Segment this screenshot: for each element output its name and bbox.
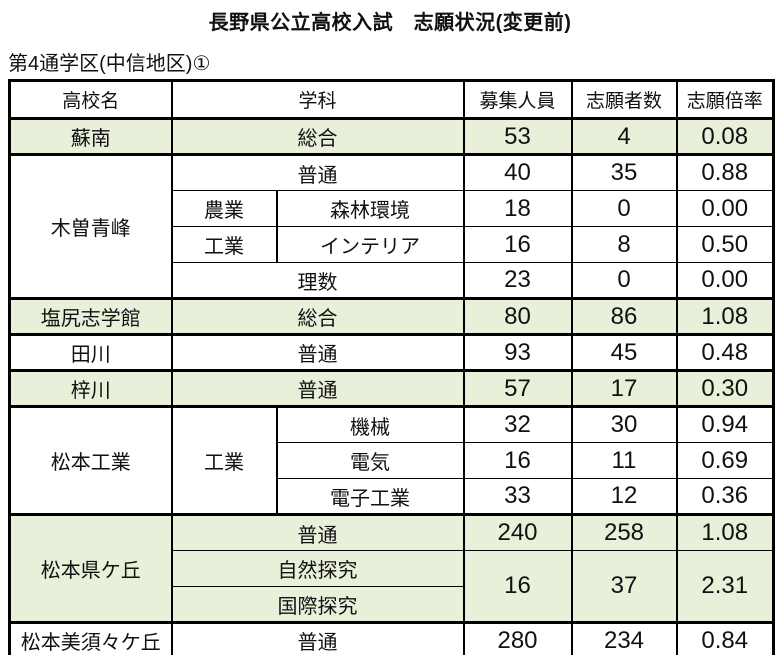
capacity-value: 33 (462, 478, 573, 515)
ratio-value: 0.36 (675, 478, 775, 515)
capacity-value: 40 (462, 153, 573, 191)
school-name: 田川 (8, 333, 173, 371)
school-name: 松本工業 (8, 405, 173, 515)
school-name: 木曽青峰 (8, 153, 173, 299)
ratio-value: 0.48 (675, 333, 775, 371)
header-capacity: 募集人員 (462, 80, 573, 120)
ratio-value: 0.88 (675, 153, 775, 191)
district-subtitle: 第4通学区(中信地区)① (8, 53, 211, 75)
department: 普通 (170, 369, 465, 407)
table-row: 田川 普通 93 45 0.48 (8, 333, 775, 371)
capacity-value: 80 (462, 297, 573, 335)
school-name: 梓川 (8, 369, 173, 407)
department: 森林環境 (275, 190, 465, 227)
ratio-value: 0.08 (675, 117, 775, 155)
applicants-value: 37 (570, 550, 678, 623)
applicants-value: 258 (570, 513, 678, 551)
capacity-value: 53 (462, 117, 573, 155)
department: 電気 (275, 442, 465, 479)
header-row: 高校名 学科 募集人員 志願者数 志願倍率 (8, 80, 775, 120)
ratio-value: 0.84 (675, 621, 775, 655)
applicants-value: 17 (570, 369, 678, 407)
applicants-value: 0 (570, 190, 678, 227)
department: 自然探究 (170, 550, 465, 587)
capacity-value: 93 (462, 333, 573, 371)
capacity-value: 32 (462, 405, 573, 443)
ratio-value: 0.30 (675, 369, 775, 407)
department-category: 農業 (170, 190, 278, 227)
ratio-value: 0.50 (675, 226, 775, 263)
capacity-value: 240 (462, 513, 573, 551)
application-status-table: 高校名 学科 募集人員 志願者数 志願倍率 蘇南 総合 53 4 0.08 木曽… (8, 79, 776, 655)
applicants-value: 35 (570, 153, 678, 191)
department: 機械 (275, 405, 465, 443)
ratio-value: 2.31 (675, 550, 775, 623)
ratio-value: 1.08 (675, 297, 775, 335)
capacity-value: 16 (462, 442, 573, 479)
department: 普通 (170, 621, 465, 655)
table-row: 蘇南 総合 53 4 0.08 (8, 117, 775, 155)
department: 総合 (170, 117, 465, 155)
table-row: 工業 インテリア 16 8 0.50 (10, 226, 775, 263)
school-name: 蘇南 (8, 117, 173, 155)
department: 総合 (170, 297, 465, 335)
department: 理数 (170, 262, 465, 299)
department: 国際探究 (170, 586, 465, 623)
capacity-value: 57 (462, 369, 573, 407)
applicants-value: 234 (570, 621, 678, 655)
applicants-value: 8 (570, 226, 678, 263)
table-row: 塩尻志学館 総合 80 86 1.08 (8, 297, 775, 335)
ratio-value: 0.69 (675, 442, 775, 479)
table-row: 電気 16 11 0.69 (10, 442, 775, 479)
capacity-value: 16 (462, 226, 573, 263)
ratio-value: 0.00 (675, 262, 775, 299)
header-department: 学科 (170, 80, 465, 120)
applicants-value: 30 (570, 405, 678, 443)
table-row: 松本美須々ケ丘 普通 280 234 0.84 (8, 621, 775, 655)
department-category: 工業 (170, 226, 278, 263)
department: 普通 (170, 513, 465, 551)
table-row: 電子工業 33 12 0.36 (10, 478, 775, 515)
department: 普通 (170, 333, 465, 371)
applicants-value: 0 (570, 262, 678, 299)
header-school: 高校名 (8, 80, 173, 120)
school-name: 松本県ケ丘 (8, 513, 173, 623)
applicants-value: 86 (570, 297, 678, 335)
capacity-value: 16 (462, 550, 573, 623)
table-row: 理数 23 0 0.00 (10, 262, 775, 299)
applicants-value: 12 (570, 478, 678, 515)
ratio-value: 0.94 (675, 405, 775, 443)
header-ratio: 志願倍率 (675, 80, 775, 120)
table-row: 国際探究 (10, 586, 774, 623)
table-row: 農業 森林環境 18 0 0.00 (10, 190, 775, 227)
table-row: 梓川 普通 57 17 0.30 (8, 369, 775, 407)
table-row: 松本県ケ丘 普通 240 258 1.08 (8, 513, 775, 623)
ratio-value: 0.00 (675, 190, 775, 227)
department: 普通 (170, 153, 465, 191)
capacity-value: 280 (462, 621, 573, 655)
department: インテリア (275, 226, 465, 263)
school-name: 松本美須々ケ丘 (8, 621, 173, 655)
applicants-value: 4 (570, 117, 678, 155)
table-row: 木曽青峰 普通 40 35 0.88 (8, 153, 775, 299)
table-row: 松本工業 工業 機械 32 30 0.94 (8, 405, 775, 515)
applicants-value: 11 (570, 442, 678, 479)
capacity-value: 23 (462, 262, 573, 299)
applicants-value: 45 (570, 333, 678, 371)
department-category: 工業 (170, 405, 278, 515)
ratio-value: 1.08 (675, 513, 775, 551)
department: 電子工業 (275, 478, 465, 515)
header-applicants: 志願者数 (570, 80, 678, 120)
capacity-value: 18 (462, 190, 573, 227)
school-name: 塩尻志学館 (8, 297, 173, 335)
page-title: 長野県公立高校入試 志願状況(変更前) (208, 12, 572, 34)
table-row: 自然探究 16 37 2.31 (10, 550, 775, 623)
